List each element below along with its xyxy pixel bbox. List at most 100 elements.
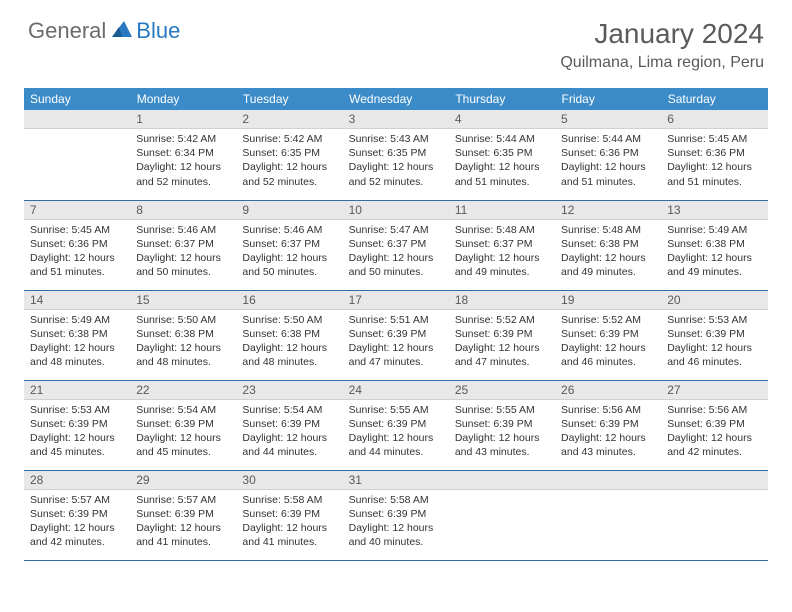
sunrise-line: Sunrise: 5:55 AM	[455, 403, 549, 417]
sunset-value: 6:36 PM	[69, 238, 108, 250]
calendar-cell: 5Sunrise: 5:44 AMSunset: 6:36 PMDaylight…	[555, 110, 661, 200]
day-number: 20	[661, 291, 767, 310]
sunset-label: Sunset:	[455, 418, 491, 430]
daylight-line: Daylight: 12 hours and 48 minutes.	[30, 341, 124, 369]
daylight-line: Daylight: 12 hours and 46 minutes.	[667, 341, 761, 369]
sunrise-line: Sunrise: 5:45 AM	[30, 223, 124, 237]
sunrise-label: Sunrise:	[349, 224, 388, 236]
daylight-label: Daylight:	[349, 252, 390, 264]
sunset-line: Sunset: 6:36 PM	[667, 146, 761, 160]
daylight-line: Daylight: 12 hours and 40 minutes.	[349, 521, 443, 549]
day-number: 10	[343, 201, 449, 220]
daylight-label: Daylight:	[455, 342, 496, 354]
day-details: Sunrise: 5:54 AMSunset: 6:39 PMDaylight:…	[130, 400, 236, 466]
sunrise-line: Sunrise: 5:53 AM	[667, 313, 761, 327]
logo: General Blue	[28, 18, 180, 44]
sunrise-value: 5:57 AM	[71, 494, 110, 506]
calendar-week-row: 14Sunrise: 5:49 AMSunset: 6:38 PMDayligh…	[24, 290, 768, 380]
sunset-value: 6:39 PM	[493, 418, 532, 430]
sunrise-value: 5:47 AM	[390, 224, 429, 236]
sunrise-value: 5:51 AM	[390, 314, 429, 326]
day-details: Sunrise: 5:50 AMSunset: 6:38 PMDaylight:…	[236, 310, 342, 376]
sunset-line: Sunset: 6:39 PM	[455, 327, 549, 341]
sunrise-label: Sunrise:	[242, 314, 281, 326]
day-number: 5	[555, 110, 661, 129]
day-details: Sunrise: 5:51 AMSunset: 6:39 PMDaylight:…	[343, 310, 449, 376]
sunset-value: 6:39 PM	[69, 418, 108, 430]
sunrise-label: Sunrise:	[242, 494, 281, 506]
sunset-label: Sunset:	[242, 418, 278, 430]
daylight-label: Daylight:	[136, 432, 177, 444]
calendar-cell: 23Sunrise: 5:54 AMSunset: 6:39 PMDayligh…	[236, 380, 342, 470]
sunrise-line: Sunrise: 5:55 AM	[349, 403, 443, 417]
daylight-label: Daylight:	[136, 161, 177, 173]
sunrise-value: 5:53 AM	[71, 404, 110, 416]
daylight-label: Daylight:	[667, 252, 708, 264]
sunrise-line: Sunrise: 5:48 AM	[561, 223, 655, 237]
weekday-header: Friday	[555, 88, 661, 110]
day-number: 29	[130, 471, 236, 490]
sunset-line: Sunset: 6:38 PM	[136, 327, 230, 341]
sunrise-line: Sunrise: 5:50 AM	[242, 313, 336, 327]
weekday-header: Thursday	[449, 88, 555, 110]
sunset-value: 6:39 PM	[493, 328, 532, 340]
sunset-label: Sunset:	[349, 508, 385, 520]
sunset-line: Sunset: 6:35 PM	[349, 146, 443, 160]
weekday-header: Sunday	[24, 88, 130, 110]
day-number-empty	[24, 110, 130, 129]
sunset-line: Sunset: 6:39 PM	[136, 417, 230, 431]
daylight-line: Daylight: 12 hours and 43 minutes.	[561, 431, 655, 459]
sunrise-value: 5:44 AM	[602, 133, 641, 145]
daylight-label: Daylight:	[667, 342, 708, 354]
daylight-label: Daylight:	[30, 432, 71, 444]
sunrise-line: Sunrise: 5:58 AM	[349, 493, 443, 507]
sunrise-label: Sunrise:	[242, 404, 281, 416]
weekday-header: Saturday	[661, 88, 767, 110]
calendar-cell: 25Sunrise: 5:55 AMSunset: 6:39 PMDayligh…	[449, 380, 555, 470]
sunrise-value: 5:50 AM	[178, 314, 217, 326]
sunrise-label: Sunrise:	[242, 133, 281, 145]
sunset-label: Sunset:	[561, 147, 597, 159]
daylight-line: Daylight: 12 hours and 50 minutes.	[136, 251, 230, 279]
sunrise-label: Sunrise:	[455, 224, 494, 236]
sunrise-line: Sunrise: 5:44 AM	[455, 132, 549, 146]
calendar-cell: 31Sunrise: 5:58 AMSunset: 6:39 PMDayligh…	[343, 470, 449, 560]
daylight-line: Daylight: 12 hours and 51 minutes.	[561, 160, 655, 188]
daylight-line: Daylight: 12 hours and 42 minutes.	[667, 431, 761, 459]
day-number: 23	[236, 381, 342, 400]
day-number: 13	[661, 201, 767, 220]
sunset-label: Sunset:	[136, 418, 172, 430]
sunrise-value: 5:54 AM	[178, 404, 217, 416]
sunrise-label: Sunrise:	[136, 404, 175, 416]
daylight-label: Daylight:	[349, 342, 390, 354]
daylight-label: Daylight:	[561, 432, 602, 444]
day-details: Sunrise: 5:55 AMSunset: 6:39 PMDaylight:…	[343, 400, 449, 466]
daylight-label: Daylight:	[455, 161, 496, 173]
sunset-label: Sunset:	[561, 418, 597, 430]
day-number: 25	[449, 381, 555, 400]
day-details: Sunrise: 5:42 AMSunset: 6:34 PMDaylight:…	[130, 129, 236, 195]
sunrise-value: 5:42 AM	[178, 133, 217, 145]
daylight-label: Daylight:	[30, 252, 71, 264]
sunrise-value: 5:55 AM	[496, 404, 535, 416]
sunrise-line: Sunrise: 5:48 AM	[455, 223, 549, 237]
sunrise-line: Sunrise: 5:56 AM	[667, 403, 761, 417]
calendar-week-row: 21Sunrise: 5:53 AMSunset: 6:39 PMDayligh…	[24, 380, 768, 470]
sunset-value: 6:37 PM	[493, 238, 532, 250]
calendar-cell: 15Sunrise: 5:50 AMSunset: 6:38 PMDayligh…	[130, 290, 236, 380]
day-details: Sunrise: 5:58 AMSunset: 6:39 PMDaylight:…	[236, 490, 342, 556]
calendar-cell	[449, 470, 555, 560]
sunset-line: Sunset: 6:39 PM	[136, 507, 230, 521]
sunrise-value: 5:56 AM	[602, 404, 641, 416]
daylight-label: Daylight:	[349, 522, 390, 534]
sunset-line: Sunset: 6:37 PM	[349, 237, 443, 251]
day-number: 18	[449, 291, 555, 310]
sunrise-label: Sunrise:	[561, 224, 600, 236]
day-details: Sunrise: 5:46 AMSunset: 6:37 PMDaylight:…	[236, 220, 342, 286]
daylight-line: Daylight: 12 hours and 45 minutes.	[30, 431, 124, 459]
calendar-cell: 13Sunrise: 5:49 AMSunset: 6:38 PMDayligh…	[661, 200, 767, 290]
day-details: Sunrise: 5:50 AMSunset: 6:38 PMDaylight:…	[130, 310, 236, 376]
sunset-label: Sunset:	[136, 508, 172, 520]
daylight-label: Daylight:	[242, 342, 283, 354]
sunrise-line: Sunrise: 5:57 AM	[136, 493, 230, 507]
